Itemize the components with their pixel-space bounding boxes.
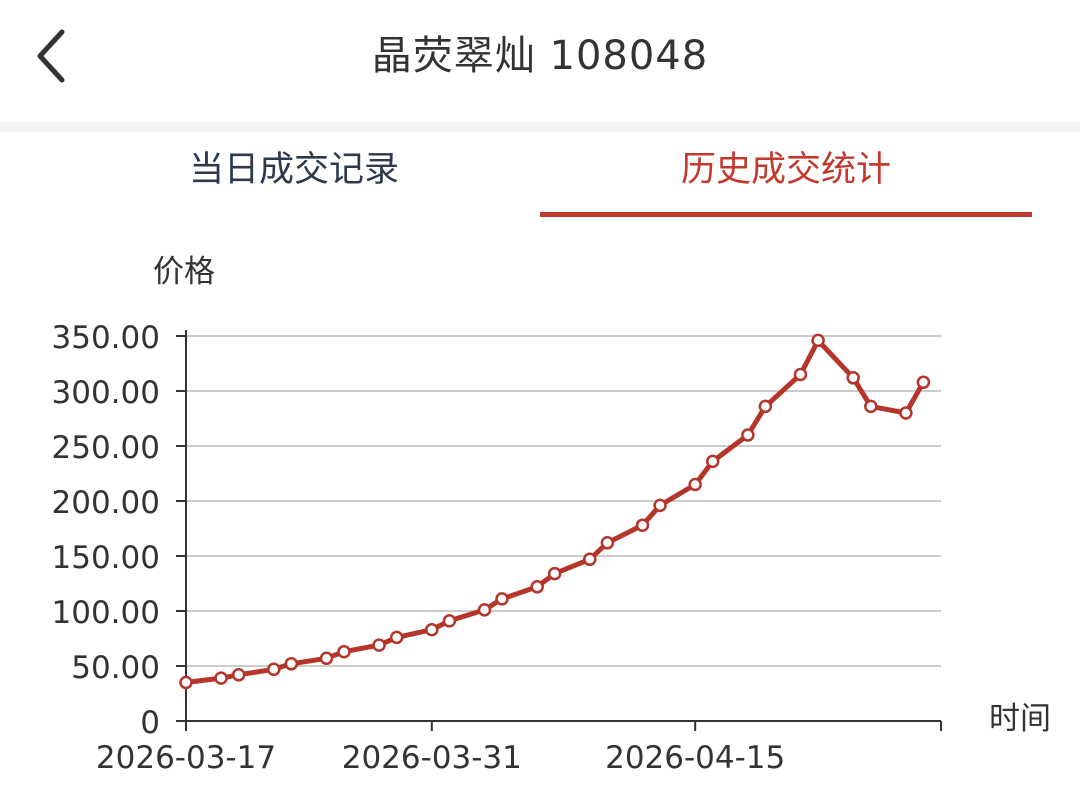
data-point — [583, 552, 597, 567]
y-tick-label: 150.00 — [52, 540, 160, 576]
active-tab-indicator — [540, 212, 1032, 217]
data-point — [916, 375, 931, 389]
y-tick-label: 300.00 — [52, 375, 160, 411]
chevron-left-icon — [37, 29, 65, 83]
data-point — [547, 566, 562, 581]
data-point — [214, 671, 228, 685]
data-point — [442, 614, 457, 628]
data-points — [179, 333, 931, 690]
tab-history-stats-label: 历史成交统计 — [680, 150, 891, 190]
data-point — [495, 592, 509, 606]
page-title: 晶荧翠灿 108048 — [371, 33, 709, 79]
y-tick-label: 100.00 — [52, 595, 160, 631]
data-point — [793, 367, 808, 382]
data-point — [337, 644, 351, 659]
data-point — [179, 675, 193, 690]
data-point — [758, 399, 773, 414]
grid-lines — [186, 335, 941, 667]
tab-history-stats[interactable]: 历史成交统计 — [540, 132, 1032, 224]
data-point — [635, 518, 650, 532]
y-tick-labels: 0 50.00 100.00 150.00 200.00 250.00 300.00 350.… — [52, 320, 186, 741]
data-point — [530, 580, 544, 594]
x-tick-labels: 2026-03-17 2026-03-31 2026-04-15 — [96, 721, 942, 776]
back-button[interactable] — [22, 20, 92, 96]
y-axis-label: 价格 — [153, 254, 215, 290]
y-tick-label: 200.00 — [52, 485, 160, 521]
data-point — [284, 657, 299, 671]
y-tick-label: 350.00 — [52, 320, 160, 356]
data-point — [477, 603, 492, 617]
data-point — [600, 536, 615, 550]
tab-today-records-label: 当日成交记录 — [188, 150, 399, 190]
data-point — [389, 630, 404, 645]
x-tick-label: 2026-03-17 — [96, 740, 276, 776]
header: 晶荧翠灿 108048 — [0, 0, 1080, 122]
data-point — [319, 651, 334, 666]
data-point — [741, 428, 755, 442]
y-tick-label: 50.00 — [71, 650, 160, 686]
x-tick-label: 2026-03-31 — [342, 740, 522, 776]
tab-bar: 当日成交记录 历史成交统计 — [0, 132, 1080, 224]
data-point — [899, 406, 913, 420]
x-tick-label: 2026-04-15 — [605, 740, 785, 776]
tab-today-records[interactable]: 当日成交记录 — [54, 132, 534, 224]
y-tick-label: 0 — [140, 705, 160, 741]
data-point — [864, 399, 878, 414]
line-chart: 0 50.00 100.00 150.00 200.00 250.00 300.00 350.… — [52, 254, 1051, 776]
data-point — [846, 371, 860, 385]
axes — [185, 330, 941, 731]
data-point — [267, 662, 281, 677]
data-point — [705, 454, 720, 469]
data-point — [653, 498, 667, 513]
data-point — [811, 333, 825, 348]
data-point — [372, 638, 386, 652]
y-tick-label: 250.00 — [52, 430, 160, 466]
data-point — [688, 477, 702, 492]
x-axis-label: 时间 — [989, 701, 1051, 737]
data-point — [231, 668, 246, 682]
data-point — [425, 622, 439, 637]
price-history-chart: 0 50.00 100.00 150.00 200.00 250.00 300.00 350.… — [0, 224, 1080, 812]
header-divider — [0, 122, 1080, 132]
